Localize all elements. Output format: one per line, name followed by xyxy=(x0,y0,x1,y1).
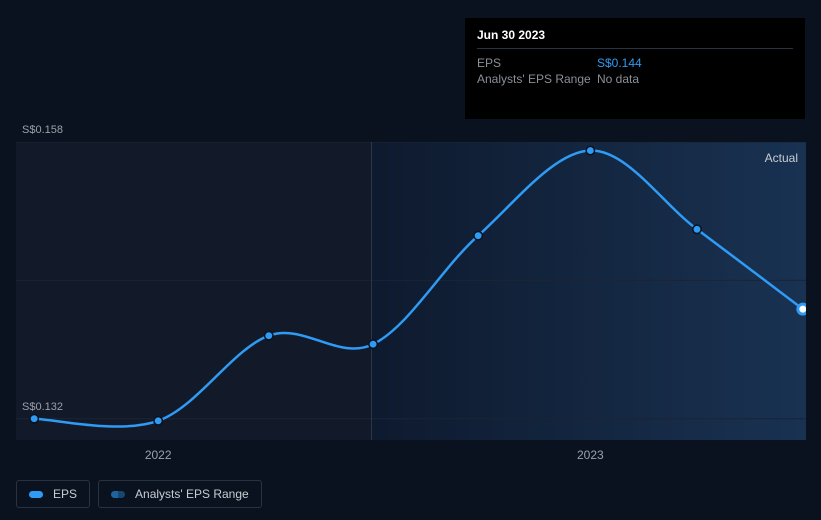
tooltip-date: Jun 30 2023 xyxy=(477,28,793,49)
x-axis-label: 2022 xyxy=(145,448,172,462)
legend-item-eps[interactable]: EPS xyxy=(16,480,90,508)
plot-area[interactable]: Actual xyxy=(16,142,806,440)
y-axis-label: S$0.132 xyxy=(22,401,63,413)
tooltip-key-range: Analysts' EPS Range xyxy=(477,72,597,86)
tooltip-val-eps: S$0.144 xyxy=(597,56,642,70)
chart-container: Jun 30 2023 EPS S$0.144 Analysts' EPS Ra… xyxy=(0,0,821,520)
y-axis-label: S$0.158 xyxy=(22,124,63,136)
tooltip-key-eps: EPS xyxy=(477,56,597,70)
x-axis-label: 2023 xyxy=(577,448,604,462)
tooltip-card: Jun 30 2023 EPS S$0.144 Analysts' EPS Ra… xyxy=(465,18,805,119)
legend-item-range[interactable]: Analysts' EPS Range xyxy=(98,480,262,508)
x-axis: 2022 2023 xyxy=(16,448,806,464)
tooltip-row: Analysts' EPS Range No data xyxy=(477,71,793,87)
region-label-actual: Actual xyxy=(765,151,798,165)
legend-swatch-range xyxy=(111,491,125,498)
chart-svg xyxy=(16,142,806,440)
tooltip-row: EPS S$0.144 xyxy=(477,55,793,71)
legend-label-eps: EPS xyxy=(53,487,77,501)
tooltip-val-range: No data xyxy=(597,72,639,86)
legend: EPS Analysts' EPS Range xyxy=(16,480,262,508)
legend-swatch-eps xyxy=(29,491,43,498)
legend-label-range: Analysts' EPS Range xyxy=(135,487,249,501)
